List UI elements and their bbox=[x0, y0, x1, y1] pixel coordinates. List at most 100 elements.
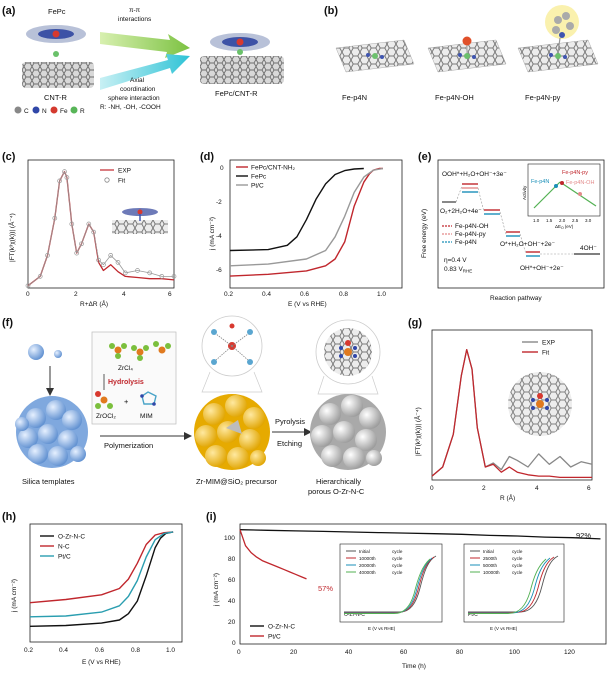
chart-d-xtick-3: 0.8 bbox=[339, 291, 348, 298]
chart-e-xlabel: Reaction pathway bbox=[490, 295, 542, 302]
chart-e-legend-2: Fe-p4N bbox=[455, 239, 477, 246]
product-structure bbox=[324, 328, 372, 376]
interaction-pi-2: interactions bbox=[118, 16, 152, 23]
chart-e-steps bbox=[442, 183, 600, 257]
chart-e-inset: Fe-p4N-py Fe-p4N Fe-p4N-OH Activity 1.0 … bbox=[522, 163, 601, 230]
inset1-legend-1: 10000th bbox=[359, 556, 376, 561]
panel-f: (f) Silica templates ZrCl₄ Hydrolysis bbox=[2, 315, 386, 496]
inset2-legend-2-suffix: cycle bbox=[512, 563, 523, 568]
inset1-legend-1-suffix: cycle bbox=[392, 556, 403, 561]
chart-i-ytick-3: 40 bbox=[228, 598, 236, 605]
chart-e-legend-0: Fe-p4N-OH bbox=[455, 223, 489, 230]
chart-c-point bbox=[115, 260, 121, 265]
chart-c-point bbox=[108, 253, 114, 258]
chart-c-point bbox=[37, 274, 43, 279]
chart-h-xticks: 0.2 0.4 0.6 0.8 1.0 bbox=[24, 647, 175, 654]
chart-h-xtick-2: 0.6 bbox=[95, 647, 104, 654]
chart-h-legend-1: N-C bbox=[58, 544, 70, 551]
chart-i-ytick-2: 60 bbox=[228, 577, 236, 584]
chart-c-series-1-line bbox=[27, 171, 174, 287]
chart-e-ann-o2: O₂+2H₂O+4e⁻ bbox=[440, 208, 482, 215]
chart-i-xtick-4: 80 bbox=[456, 649, 464, 656]
legend-n: N bbox=[42, 108, 47, 115]
panel-c: (c) |FT(k³χ(k))| (Å⁻⁴) R+ΔR (Å) 0 2 4 6 … bbox=[2, 151, 177, 308]
interaction-pi: π-π bbox=[129, 7, 141, 14]
zr-mim-structure bbox=[211, 323, 253, 365]
inset1-legend-3: 40000th bbox=[359, 570, 376, 575]
chart-g-xticks: 0 2 4 6 bbox=[430, 485, 591, 492]
chart-d-xlabel: E (V vs RHE) bbox=[288, 301, 327, 308]
panel-g-label: (g) bbox=[408, 317, 422, 329]
chart-c-point bbox=[52, 215, 58, 221]
cnt-illustration bbox=[22, 62, 94, 88]
chart-d-legend-0: FePc/CNT-NH₂ bbox=[251, 165, 296, 172]
inset1-legend: Initial cycle 10000th cycle 20000th cycl… bbox=[346, 549, 403, 575]
panel-h: (h) j (mA cm⁻²) E (V vs RHE) 0.2 0.4 0.6… bbox=[2, 511, 183, 666]
chart-g-xtick-0: 0 bbox=[430, 485, 434, 492]
zrocl2-label: ZrOCl₂ bbox=[96, 413, 116, 420]
chart-c-point bbox=[74, 250, 80, 256]
chart-h-xtick-3: 0.8 bbox=[131, 647, 140, 654]
inset1-legend-2-suffix: cycle bbox=[392, 563, 403, 568]
chart-e-inset-legend-2: Fe-p4N-OH bbox=[566, 180, 594, 186]
chart-c-point bbox=[135, 268, 140, 273]
chart-c-inset-structure bbox=[112, 208, 168, 234]
chart-c-legend-fit-marker bbox=[104, 177, 110, 183]
chart-h-legend-2: Pt/C bbox=[58, 554, 71, 561]
inset2-legend-3-suffix: cycle bbox=[512, 570, 523, 575]
panel-c-label: (c) bbox=[2, 151, 16, 163]
chart-i-xtick-1: 20 bbox=[290, 649, 298, 656]
chart-d-ytick-3: -6 bbox=[216, 267, 222, 274]
interaction-axial-2: coordination bbox=[120, 86, 156, 93]
chart-e-inset-legend-0: Fe-p4N-py bbox=[562, 170, 588, 176]
panel-g: (g) |FT(k³χ(k))| (Å⁻⁴) R (Å) 0 2 4 6 EXP… bbox=[408, 317, 593, 502]
chart-c-ylabel: |FT(k³χ(k))| (Å⁻⁴) bbox=[7, 213, 16, 262]
hydrolysis-label: Hydrolysis bbox=[108, 379, 144, 386]
chart-h-series-0-line bbox=[29, 531, 174, 627]
chart-h-legend: O-Zr-N-C N-C Pt/C bbox=[40, 534, 85, 561]
chart-i-yticks: 100 80 60 40 20 0 bbox=[224, 535, 236, 647]
chart-e-legend: Fe-p4N-OH Fe-p4N-py Fe-p4N bbox=[442, 223, 489, 246]
panel-e: (e) Free energy (eV) Reaction pathway OO… bbox=[418, 151, 605, 302]
chart-c-xtick-4: 4 bbox=[122, 291, 126, 298]
chart-i-plot bbox=[239, 529, 601, 580]
chart-e-inset-ylabel: Activity bbox=[522, 185, 527, 200]
cnt-r-label: CNT-R bbox=[44, 93, 67, 102]
chart-c-xtick-2: 2 bbox=[74, 291, 78, 298]
chart-g-series-1-line bbox=[431, 348, 592, 479]
chart-e-ann-ooh: OOH*+H₂O+OH⁻+3e⁻ bbox=[442, 171, 507, 178]
chart-i-ylabel: j (mA cm⁻²) bbox=[213, 573, 220, 607]
chart-i-inset-2: Pt/C Initial cycle 2500th cycle 5000th c… bbox=[463, 543, 565, 631]
chart-d-plot bbox=[229, 167, 384, 277]
chart-d-frame bbox=[229, 159, 403, 289]
chart-c-xlabel: R+ΔR (Å) bbox=[80, 299, 108, 308]
r-group-atom bbox=[53, 51, 59, 57]
chart-c-frame bbox=[27, 159, 175, 289]
chart-d-ytick-2: -4 bbox=[216, 233, 222, 240]
chart-i-frame bbox=[239, 523, 607, 645]
chart-e-ann-oh: OH*+OH⁻+2e⁻ bbox=[520, 265, 564, 272]
sheet-fe-p4n bbox=[335, 39, 415, 73]
chart-c-point bbox=[159, 274, 165, 279]
sheet-fe-p4n-py bbox=[517, 5, 599, 73]
chart-h-xtick-0: 0.2 bbox=[24, 647, 33, 654]
chart-c-point bbox=[101, 262, 106, 268]
mim-molecule bbox=[140, 391, 157, 406]
chart-e-legend-1: Fe-p4N-py bbox=[455, 231, 486, 238]
chart-g-xtick-4: 4 bbox=[535, 485, 539, 492]
chart-e-inset-legend-1: Fe-p4N bbox=[531, 179, 549, 185]
chart-d-xtick-2: 0.6 bbox=[300, 291, 309, 298]
chart-e-ann-4oh: 4OH⁻ bbox=[580, 245, 597, 252]
chart-d-series-1-line bbox=[229, 167, 364, 252]
inset1-xlabel: E (V vs RHE) bbox=[368, 626, 396, 631]
chart-h-series-1-line bbox=[29, 531, 174, 604]
chart-h-plot bbox=[29, 531, 174, 627]
silica-sphere-small-2 bbox=[54, 350, 62, 358]
chart-c-point bbox=[171, 274, 177, 279]
inset2-title: Pt/C bbox=[468, 612, 478, 618]
chart-i-series-0-line bbox=[239, 529, 601, 540]
chart-d-xtick-0: 0.2 bbox=[224, 291, 233, 298]
label-fe-p4n-py: Fe-p4N-py bbox=[525, 93, 561, 102]
panel-a-label: (a) bbox=[2, 5, 16, 17]
chart-h-xtick-1: 0.4 bbox=[59, 647, 68, 654]
